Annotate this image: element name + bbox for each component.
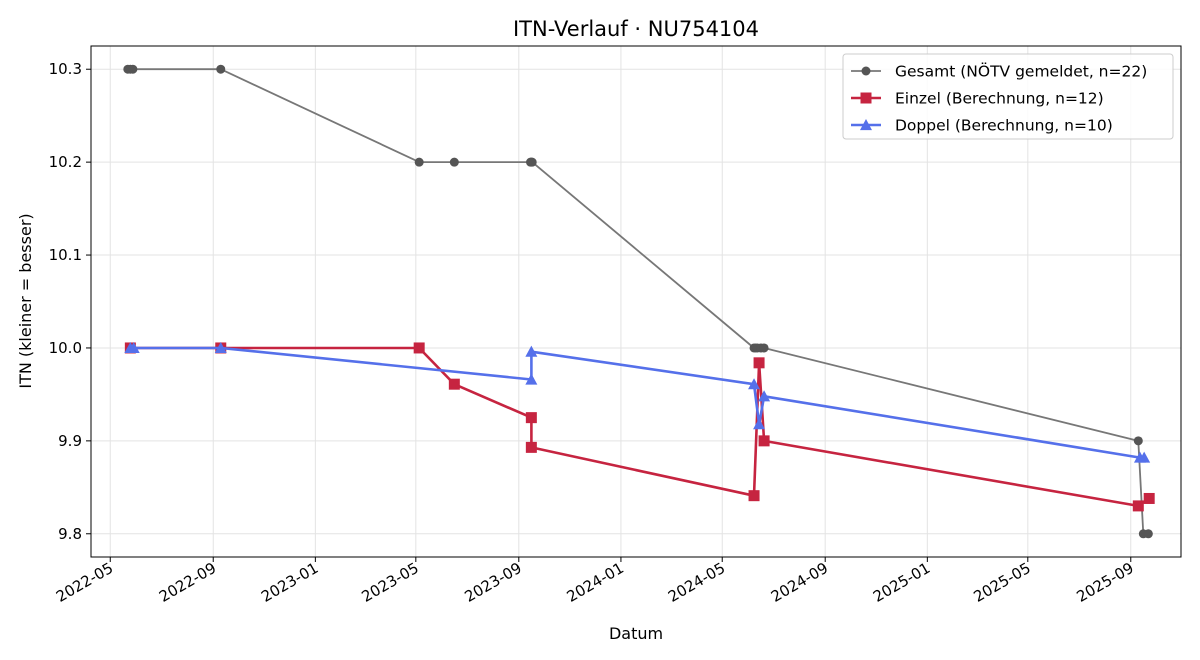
x-tick-label: 2022-05: [53, 559, 116, 606]
data-point: [525, 373, 538, 385]
data-point: [214, 341, 227, 354]
data-point: [1132, 500, 1144, 512]
legend-box: [842, 53, 1174, 140]
x-tick-label: 2023-09: [462, 559, 525, 606]
data-point: [759, 343, 769, 353]
legend-label: Doppel (Berechnung, n=10): [895, 117, 1113, 135]
y-tick-label: 10.0: [49, 339, 82, 357]
data-point: [527, 157, 537, 167]
legend-label: Einzel (Berechnung, n=12): [895, 90, 1104, 108]
series-1: [123, 64, 1153, 539]
series-line: [130, 346, 1145, 459]
data-point: [449, 157, 459, 167]
x-tick-label: 2024-09: [768, 559, 831, 606]
x-tick-label: 2022-09: [156, 559, 219, 606]
y-tick-label: 10.2: [49, 153, 82, 171]
legend-item-1: Gesamt (NÖTV gemeldet, n=22): [851, 62, 1147, 81]
data-point: [753, 357, 765, 369]
y-axis-label: ITN (kleiner = besser): [16, 213, 35, 388]
y-axis: 9.8 9.9 10.0 10.1 10.2 10.3: [49, 60, 91, 543]
y-tick-label: 9.8: [58, 525, 82, 543]
legend-marker: [861, 66, 871, 76]
data-point: [753, 418, 766, 430]
plot-frame: [90, 45, 1182, 558]
data-point: [216, 64, 226, 74]
data-point: [1143, 492, 1155, 504]
x-axis: 2022-05 2022-09 2023-01 2023-05 2023-09 2024-…: [53, 557, 1137, 606]
data-point: [1133, 436, 1143, 446]
y-tick-label: 10.3: [49, 60, 82, 78]
series-line: [130, 346, 1150, 508]
x-tick-label: 2025-01: [870, 559, 933, 606]
y-tick-label: 10.1: [49, 246, 82, 264]
x-tick-label: 2023-01: [258, 559, 321, 606]
series-3: [124, 341, 1151, 463]
y-tick-label: 9.9: [58, 432, 82, 450]
x-tick-label: 2025-09: [1073, 559, 1136, 606]
x-tick-label: 2024-05: [665, 559, 728, 606]
data-point: [525, 345, 538, 357]
data-point: [525, 441, 537, 453]
chart-title: ITN-Verlauf · NU754104: [513, 17, 759, 41]
x-tick-label: 2024-01: [564, 559, 627, 606]
legend-label: Gesamt (NÖTV gemeldet, n=22): [895, 62, 1147, 81]
legend-marker: [860, 92, 872, 104]
data-point: [758, 435, 770, 447]
series-layer: [123, 64, 1155, 539]
data-point: [127, 341, 140, 354]
data-point: [413, 342, 425, 354]
legend-item-3: Doppel (Berechnung, n=10): [851, 117, 1113, 135]
data-point: [748, 490, 760, 502]
x-tick-label: 2023-05: [359, 559, 422, 606]
legend-item-2: Einzel (Berechnung, n=12): [851, 90, 1104, 108]
data-point: [758, 390, 771, 402]
x-axis-label: Datum: [609, 624, 663, 643]
x-tick-label: 2025-05: [971, 559, 1034, 606]
data-point: [1138, 451, 1151, 463]
data-point: [128, 64, 138, 74]
legend: Gesamt (NÖTV gemeldet, n=22) Einzel (Bere…: [842, 53, 1174, 140]
data-point: [525, 412, 537, 424]
data-point: [748, 378, 761, 390]
data-point: [1143, 529, 1153, 539]
legend-marker: [860, 119, 872, 131]
data-point: [414, 157, 424, 167]
data-point: [448, 378, 460, 390]
